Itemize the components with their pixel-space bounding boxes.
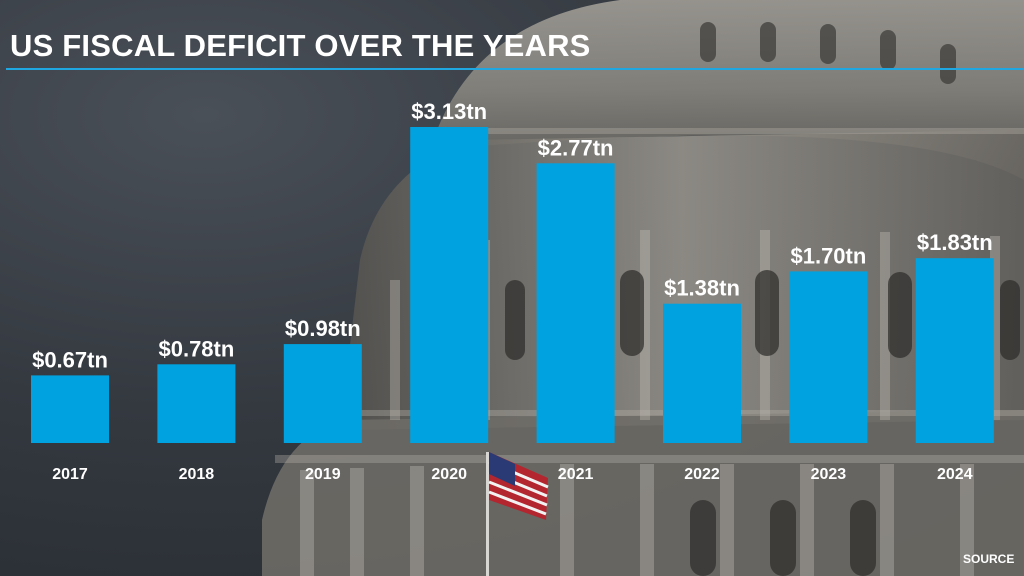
value-label-2021: $2.77tn bbox=[538, 135, 614, 160]
bar-2019 bbox=[283, 344, 362, 443]
bar-2021 bbox=[536, 163, 615, 444]
value-label-2024: $1.83tn bbox=[917, 230, 993, 255]
x-tick-2017: 2017 bbox=[52, 466, 88, 483]
x-tick-2021: 2021 bbox=[558, 466, 594, 483]
value-label-2017: $0.67tn bbox=[32, 347, 108, 372]
bars-group bbox=[31, 127, 994, 444]
x-tick-2023: 2023 bbox=[811, 466, 847, 483]
title-underline bbox=[6, 68, 1024, 70]
bar-2024 bbox=[915, 258, 994, 443]
x-tick-2020: 2020 bbox=[431, 466, 467, 483]
flag-icon bbox=[486, 452, 549, 576]
value-label-2022: $1.38tn bbox=[664, 276, 740, 301]
x-tick-2018: 2018 bbox=[179, 466, 215, 483]
bar-2022 bbox=[663, 303, 741, 443]
chart-title: US FISCAL DEFICIT OVER THE YEARS bbox=[10, 28, 591, 63]
source-label: SOURCE bbox=[963, 552, 1015, 566]
value-label-2020: $3.13tn bbox=[411, 99, 487, 124]
x-tick-2024: 2024 bbox=[937, 466, 973, 483]
bar-2018 bbox=[157, 364, 236, 443]
bar-2017 bbox=[31, 375, 109, 443]
bar-2023 bbox=[789, 271, 868, 443]
x-tick-labels-group: 2017 2018 2019 2020 2021 2022 2023 2024 bbox=[52, 466, 972, 483]
value-label-2023: $1.70tn bbox=[790, 243, 866, 268]
bar-2020 bbox=[410, 127, 489, 443]
x-tick-2022: 2022 bbox=[684, 466, 720, 483]
value-labels-group: $0.67tn $0.78tn $0.98tn $3.13tn $2.77tn $1.38… bbox=[32, 99, 993, 372]
value-label-2018: $0.78tn bbox=[158, 336, 234, 361]
value-label-2019: $0.98tn bbox=[285, 316, 361, 341]
x-tick-2019: 2019 bbox=[305, 466, 341, 483]
